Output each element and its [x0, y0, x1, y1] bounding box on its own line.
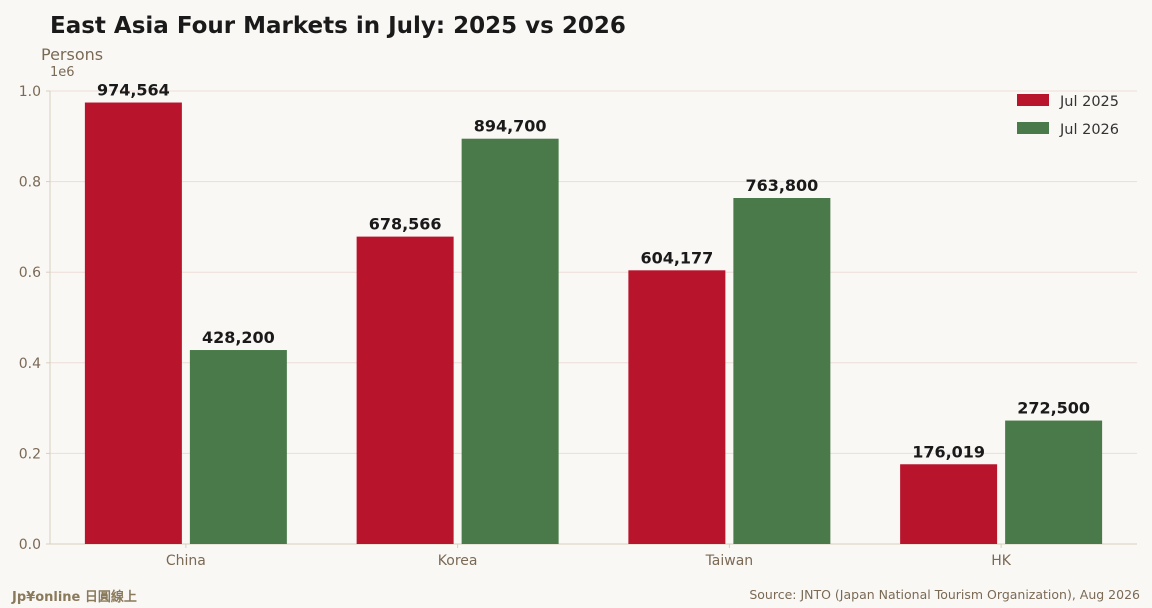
x-tick-label: China: [166, 553, 206, 569]
legend-label: Jul 2026: [1059, 122, 1119, 138]
data-label: 894,700: [474, 117, 547, 136]
data-label: 763,800: [745, 176, 818, 195]
y-tick-label: 0.0: [19, 537, 41, 553]
bar-hk-2026: [1005, 420, 1103, 544]
y-axis-multiplier: 1e6: [50, 65, 75, 80]
x-tick-label: Korea: [438, 553, 478, 569]
legend: Jul 2025 Jul 2026: [1017, 94, 1119, 138]
y-tick-label: 0.6: [19, 265, 41, 281]
data-label: 678,566: [369, 215, 442, 234]
bar-hk-2025: [900, 464, 998, 544]
brand-watermark: Jp¥online 日圓線上: [12, 590, 137, 605]
legend-swatch: [1017, 122, 1049, 134]
data-label: 974,564: [97, 81, 170, 100]
x-tick-label: HK: [991, 553, 1012, 569]
data-label: 272,500: [1017, 399, 1090, 418]
bar-taiwan-2025: [628, 270, 726, 544]
bar-korea-2025: [356, 236, 454, 544]
data-labels: 974,564 428,200 678,566 894,700 604,177 763,8…: [97, 81, 1090, 462]
bar-china-2025: [84, 102, 182, 544]
x-tick-label: Taiwan: [705, 553, 754, 569]
bars: [84, 102, 1103, 544]
bar-taiwan-2026: [733, 197, 831, 544]
bar-korea-2026: [461, 138, 559, 544]
legend-swatch: [1017, 94, 1049, 106]
y-axis-label: Persons: [41, 45, 103, 64]
data-label: 604,177: [640, 248, 713, 267]
y-tick-label: 0.2: [19, 446, 41, 462]
y-tick-label: 0.4: [19, 356, 41, 372]
bar-china-2026: [189, 350, 287, 544]
chart-title: East Asia Four Markets in July: 2025 vs …: [50, 13, 626, 39]
data-label: 176,019: [912, 442, 985, 461]
data-label: 428,200: [202, 328, 275, 347]
y-tick-label: 1.0: [19, 84, 41, 100]
y-tick-label: 0.8: [19, 175, 41, 191]
source-note: Source: JNTO (Japan National Tourism Org…: [749, 587, 1140, 602]
legend-label: Jul 2025: [1059, 94, 1119, 110]
